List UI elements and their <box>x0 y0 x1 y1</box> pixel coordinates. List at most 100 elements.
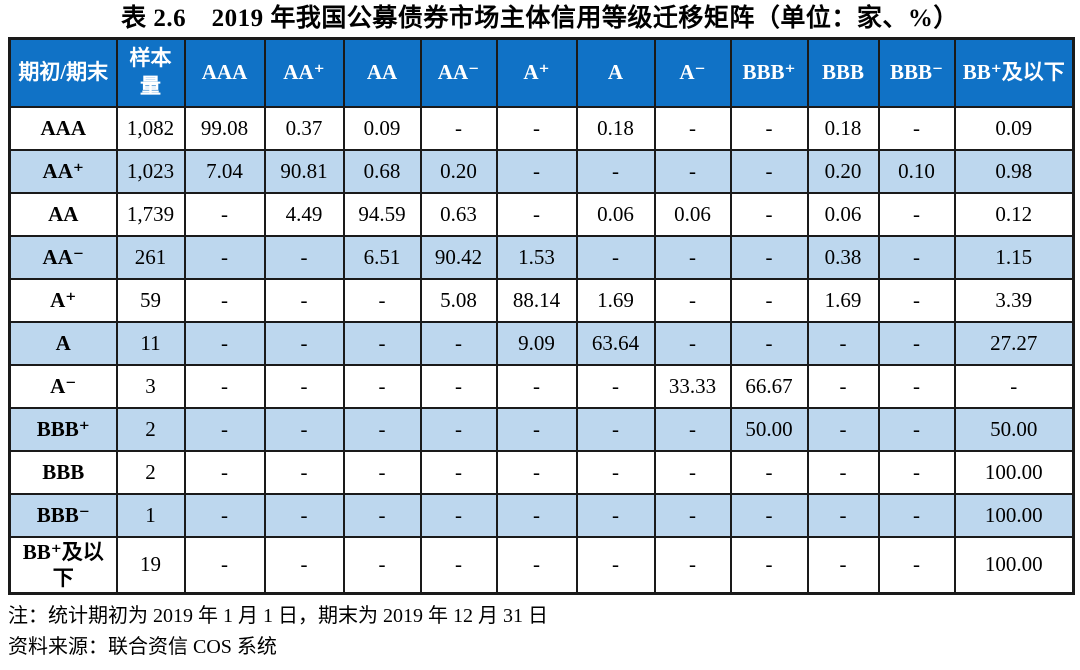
value-cell: 4.49 <box>263 191 345 237</box>
value-cell: - <box>575 492 656 538</box>
value-cell: - <box>419 406 498 452</box>
value-cell: - <box>183 535 266 595</box>
value-cell: - <box>729 234 809 280</box>
value-cell: - <box>729 105 809 151</box>
header-cell-rating: BBB <box>806 37 880 108</box>
rating-row: AAA 1,082 99.08 0.37 0.09- -0.18- -0.18-0.09 <box>8 105 1075 151</box>
value-cell: - <box>183 277 266 323</box>
value-cell: - <box>806 406 880 452</box>
value-cell: - <box>806 363 880 409</box>
rating-row: BB⁺及以下 19- - - - - - - - - -100.00 <box>8 535 1075 595</box>
value-cell: - <box>495 191 578 237</box>
value-cell: - <box>183 234 266 280</box>
sample-size-cell: 59 <box>115 277 186 323</box>
sample-size-cell: 11 <box>115 320 186 366</box>
value-cell: - <box>263 363 345 409</box>
value-cell: 0.06 <box>653 191 732 237</box>
rating-row: BBB⁺ 2- - - - - - -50.00- -50.00 <box>8 406 1075 452</box>
value-cell: - <box>263 406 345 452</box>
value-cell: 0.20 <box>806 148 880 194</box>
sample-size-cell: 2 <box>115 406 186 452</box>
value-cell: - <box>495 406 578 452</box>
value-cell: - <box>877 449 956 495</box>
value-cell: 3.39 <box>953 277 1075 323</box>
table-notes: 注：统计期初为 2019 年 1 月 1 日，期末为 2019 年 12 月 3… <box>8 601 1080 663</box>
value-cell: - <box>183 449 266 495</box>
table-title: 表 2.6 2019 年我国公募债券市场主体信用等级迁移矩阵（单位：家、%） <box>121 5 959 32</box>
sample-size-cell: 2 <box>115 449 186 495</box>
value-cell: - <box>263 277 345 323</box>
sample-size-cell: 3 <box>115 363 186 409</box>
value-cell: - <box>806 320 880 366</box>
value-cell: 7.04 <box>183 148 266 194</box>
sample-size-cell: 1 <box>115 492 186 538</box>
value-cell: - <box>495 105 578 151</box>
value-cell: - <box>263 234 345 280</box>
row-label: BB⁺及以下 <box>8 535 118 595</box>
value-cell: - <box>877 320 956 366</box>
rating-row: BBB⁻ 1- - - - - - - - - -100.00 <box>8 492 1075 538</box>
value-cell: 100.00 <box>953 492 1075 538</box>
value-cell: 100.00 <box>953 535 1075 595</box>
sample-size-cell: 261 <box>115 234 186 280</box>
value-cell: 50.00 <box>953 406 1075 452</box>
value-cell: - <box>419 363 498 409</box>
row-label: AA⁻ <box>8 234 118 280</box>
value-cell: - <box>263 449 345 495</box>
header-cell-rating: BBB⁻ <box>877 37 956 108</box>
value-cell: 1.69 <box>575 277 656 323</box>
value-cell: - <box>653 449 732 495</box>
value-cell: 27.27 <box>953 320 1075 366</box>
value-cell: 5.08 <box>419 277 498 323</box>
value-cell: - <box>575 234 656 280</box>
value-cell: 90.81 <box>263 148 345 194</box>
value-cell: - <box>342 363 422 409</box>
value-cell: - <box>729 449 809 495</box>
value-cell: - <box>877 191 956 237</box>
value-cell: 1.69 <box>806 277 880 323</box>
header-cell-rating: A <box>575 37 656 108</box>
rating-row: BBB 2- - - - - - - - - -100.00 <box>8 449 1075 495</box>
value-cell: - <box>653 535 732 595</box>
note-data-source: 资料来源：联合资信 COS 系统 <box>8 636 277 658</box>
value-cell: - <box>495 449 578 495</box>
value-cell: - <box>653 234 732 280</box>
value-cell: - <box>342 449 422 495</box>
value-cell: 0.20 <box>419 148 498 194</box>
value-cell: - <box>806 449 880 495</box>
value-cell: 100.00 <box>953 449 1075 495</box>
value-cell: 0.63 <box>419 191 498 237</box>
migration-matrix-table: 期初/期末 样本量 AAA AA⁺ AA AA⁻ A⁺ A A⁻ BBB⁺ BBB BBB⁻ BB⁺… <box>8 37 1075 595</box>
value-cell: - <box>342 320 422 366</box>
value-cell: - <box>419 449 498 495</box>
value-cell: - <box>575 406 656 452</box>
value-cell: 0.09 <box>953 105 1075 151</box>
value-cell: - <box>263 492 345 538</box>
value-cell: - <box>342 406 422 452</box>
value-cell: - <box>342 277 422 323</box>
value-cell: - <box>342 492 422 538</box>
value-cell: - <box>653 492 732 538</box>
value-cell: - <box>953 363 1075 409</box>
row-label: A⁻ <box>8 363 118 409</box>
value-cell: 0.37 <box>263 105 345 151</box>
value-cell: 50.00 <box>729 406 809 452</box>
value-cell: - <box>653 105 732 151</box>
value-cell: - <box>495 148 578 194</box>
sample-size-cell: 1,023 <box>115 148 186 194</box>
value-cell: 90.42 <box>419 234 498 280</box>
value-cell: 99.08 <box>183 105 266 151</box>
value-cell: - <box>575 363 656 409</box>
value-cell: - <box>806 492 880 538</box>
value-cell: - <box>729 148 809 194</box>
value-cell: 66.67 <box>729 363 809 409</box>
row-label: AA⁺ <box>8 148 118 194</box>
value-cell: - <box>653 406 732 452</box>
row-label: BBB⁻ <box>8 492 118 538</box>
rating-row: A⁺ 59- - -5.08 88.14 1.69- -1.69-3.39 <box>8 277 1075 323</box>
header-cell-rating: A⁺ <box>495 37 578 108</box>
value-cell: - <box>729 320 809 366</box>
value-cell: 88.14 <box>495 277 578 323</box>
value-cell: - <box>575 449 656 495</box>
